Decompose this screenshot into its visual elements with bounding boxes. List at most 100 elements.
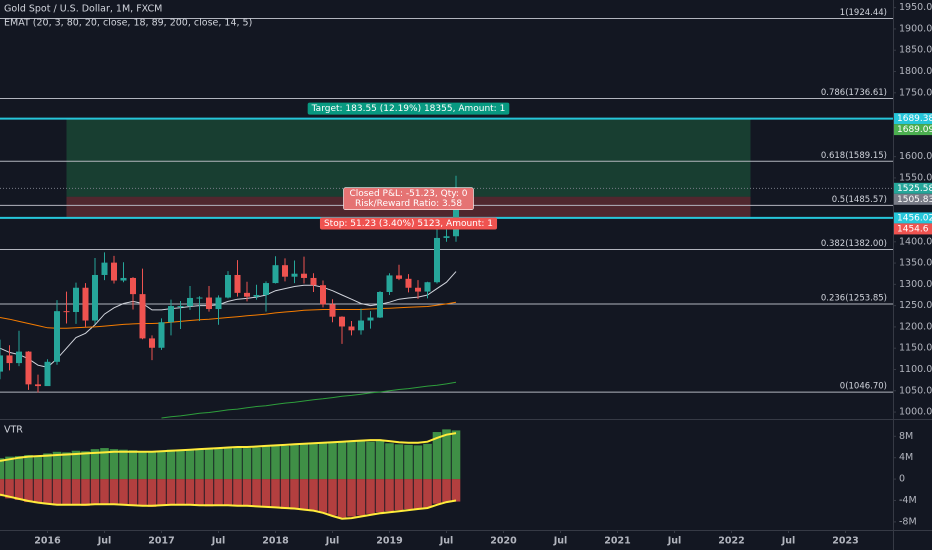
volume-bar [195, 449, 204, 480]
volume-bar [62, 479, 71, 505]
volume-bar [71, 479, 81, 506]
candle-body [424, 282, 431, 292]
volume-bar [299, 479, 309, 511]
volume-bar [43, 479, 52, 505]
time-tick-label: Jul [439, 536, 454, 547]
volume-bar [261, 479, 271, 508]
price-tick-label: 1550.00 [899, 172, 932, 183]
volume-bar [157, 479, 166, 506]
volume-bar [347, 440, 356, 480]
target-label-bg [307, 102, 510, 115]
price-tick-label: 1400.00 [899, 236, 932, 247]
volume-bar [214, 479, 223, 506]
volume-bar [109, 449, 119, 480]
candle-body [453, 188, 459, 237]
volume-bar [109, 479, 119, 505]
volume-bar [356, 441, 366, 480]
volume-bar [0, 458, 5, 480]
fib-label: 0.5(1485.57) [832, 195, 887, 205]
candle-body [377, 292, 383, 318]
time-tick-label: 2020 [490, 536, 517, 547]
candle-body [54, 311, 60, 362]
candle-body [158, 322, 165, 348]
candle-body [6, 355, 13, 364]
vtr-tick-label: -8M [899, 516, 917, 527]
volume-bar [356, 479, 366, 516]
volume-bar [233, 479, 242, 506]
volume-bar [328, 479, 337, 516]
volume-bar [366, 441, 375, 480]
vtr-tick-label: 0 [899, 474, 905, 485]
volume-bar [366, 479, 375, 514]
volume-bar [242, 448, 252, 480]
time-tick-label: Jul [97, 536, 112, 547]
price-badge-label: 1525.58 [897, 184, 932, 194]
time-tick-label: Jul [781, 536, 796, 547]
price-tick-label: 1150.00 [899, 343, 932, 354]
volume-bar [385, 443, 394, 480]
fib-label: 0(1046.70) [840, 382, 887, 392]
candle-body [0, 355, 3, 372]
candle-body [92, 274, 98, 321]
fib-label: 0.786(1736.61) [821, 88, 887, 98]
price-tick-label: 1300.00 [899, 279, 932, 290]
volume-bar [280, 479, 290, 510]
price-badge [894, 193, 932, 205]
stop-label-bg [319, 217, 498, 230]
price-tick-label: 1250.00 [899, 300, 932, 311]
volume-bar [119, 449, 128, 480]
indicator-title: EMAT (20, 3, 80, 20, close, 18, 89, 200,… [4, 18, 252, 29]
candle-body [215, 297, 222, 310]
volume-bar [157, 450, 166, 480]
candle-body [405, 278, 412, 288]
volume-bar [404, 479, 413, 510]
candle-body [168, 306, 174, 323]
volume-bar [176, 450, 185, 480]
volume-bar [337, 479, 347, 518]
volume-bar [24, 455, 33, 480]
volume-bar [33, 479, 43, 504]
volume-bar [375, 440, 385, 480]
volume-bar [81, 479, 90, 506]
time-tick-label: Jul [211, 536, 226, 547]
price-badge [894, 182, 932, 194]
price-badge-label: 1454.6 [897, 224, 929, 234]
volume-bar [14, 456, 24, 480]
vtr-band-line [0, 493, 457, 520]
price-tick-label: 1050.00 [899, 385, 932, 396]
volume-bar [100, 448, 109, 480]
volume-bar [252, 479, 261, 507]
price-tick-label: 1950.00 [899, 2, 932, 13]
candle-body [130, 277, 136, 295]
time-tick-label: 2018 [262, 536, 289, 547]
time-tick-label: 2021 [604, 536, 630, 547]
volume-bar [309, 443, 318, 480]
candle-body [177, 306, 184, 308]
volume-bar [309, 479, 318, 512]
volume-bar [223, 447, 233, 480]
price-tick-label: 1800.00 [899, 66, 932, 77]
stop-label: Stop: 51.23 (3.40%) 5123, Amount: 1 [324, 219, 493, 229]
volume-bar [166, 449, 176, 480]
volume-bar [347, 479, 356, 517]
volume-bar [318, 479, 328, 513]
volume-bar [52, 479, 62, 506]
volume-bar [299, 444, 309, 480]
price-tick-label: 1900.00 [899, 23, 932, 34]
time-tick-label: Jul [667, 536, 682, 547]
volume-bar [138, 479, 147, 507]
volume-bar [394, 444, 404, 480]
volume-bar [147, 451, 157, 480]
volume-bar [280, 445, 290, 480]
price-tick-label: 1750.00 [899, 87, 932, 98]
fib-label: 0.618(1589.15) [821, 151, 887, 161]
volume-bar [81, 451, 90, 480]
volume-bar [261, 446, 271, 480]
volume-bar [71, 450, 81, 480]
volume-bar [252, 447, 261, 480]
volume-bar [318, 443, 328, 480]
candle-body [63, 311, 70, 313]
